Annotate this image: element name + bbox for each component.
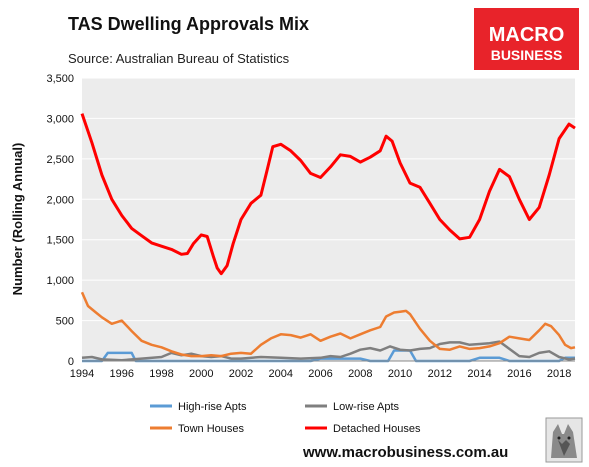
x-tick-label: 2016 [507, 368, 531, 380]
x-tick-label: 2012 [428, 368, 452, 380]
y-tick-label: 1,500 [46, 235, 74, 247]
legend-label: Detached Houses [333, 423, 421, 435]
y-tick-label: 500 [56, 316, 74, 328]
logo-line2: BUSINESS [491, 47, 563, 63]
legend-label: Town Houses [178, 423, 245, 435]
x-tick-label: 1996 [110, 368, 134, 380]
y-axis-ticks: 0 500 1,000 1,500 2,000 2,500 3,000 3,500 [46, 73, 74, 368]
y-tick-label: 3,500 [46, 73, 74, 85]
logo-line1: MACRO [489, 24, 565, 46]
x-tick-label: 2004 [269, 368, 293, 380]
legend-label: Low-rise Apts [333, 401, 400, 413]
website-url: www.macrobusiness.com.au [302, 444, 508, 461]
x-axis-ticks: 1994 1996 1998 2000 2002 2004 2006 2008 2010 2012… [70, 368, 572, 380]
x-tick-label: 2014 [467, 368, 491, 380]
chart-title: TAS Dwelling Approvals Mix [68, 14, 309, 34]
legend-label: High-rise Apts [178, 401, 247, 413]
series-line-high-rise-apts [82, 349, 575, 363]
x-tick-label: 2008 [348, 368, 372, 380]
y-axis-label: Number (Rolling Annual) [10, 143, 25, 296]
macrobusiness-logo: MACRO BUSINESS [474, 8, 579, 70]
series-line-detached-houses [80, 113, 576, 276]
x-tick-label: 2000 [189, 368, 213, 380]
series-line-town-houses [80, 291, 576, 358]
wolf-mascot-icon [545, 417, 583, 463]
series-lines [80, 113, 576, 363]
y-tick-label: 1,000 [46, 275, 74, 287]
y-tick-label: 2,000 [46, 194, 74, 206]
x-tick-label: 2006 [308, 368, 332, 380]
x-tick-label: 1998 [149, 368, 173, 380]
x-tick-label: 2002 [229, 368, 253, 380]
y-tick-label: 0 [68, 356, 74, 368]
legend: High-rise Apts Low-rise Apts Town Houses De… [150, 401, 421, 435]
chart-subtitle: Source: Australian Bureau of Statistics [68, 51, 290, 66]
x-tick-label: 2018 [547, 368, 571, 380]
gridlines [82, 77, 575, 322]
y-tick-label: 2,500 [46, 154, 74, 166]
x-tick-label: 2010 [388, 368, 412, 380]
x-tick-label: 1994 [70, 368, 94, 380]
plot-area [82, 78, 575, 361]
y-tick-label: 3,000 [46, 113, 74, 125]
